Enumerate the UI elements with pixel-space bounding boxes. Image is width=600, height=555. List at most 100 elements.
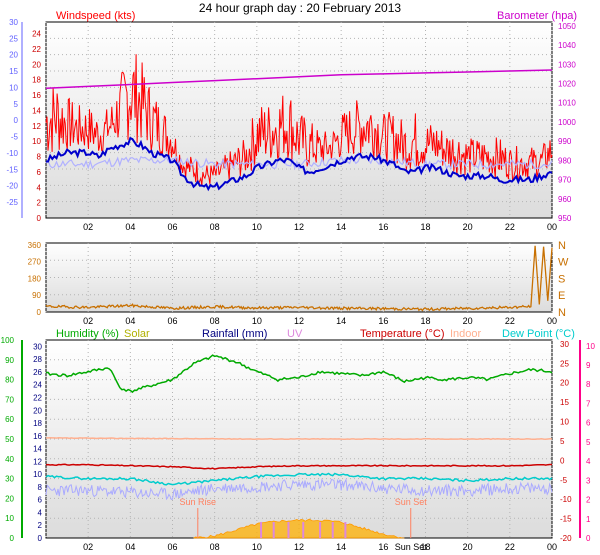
temp-left-outer-tick: 100 <box>1 336 15 345</box>
temp-x-tick: 00 <box>547 542 557 552</box>
series-dewpoint-light <box>45 477 553 501</box>
temp-right-outer-tick: 10 <box>586 342 595 351</box>
wind-x-tick: 02 <box>83 222 93 232</box>
direction-right-label: W <box>558 257 569 269</box>
wind-x-tick: 08 <box>210 222 220 232</box>
wind-right-tick: 1050 <box>558 22 576 31</box>
temp-right-inner-tick: -5 <box>560 476 568 485</box>
wind-right-tick: 950 <box>558 214 572 223</box>
temp-right-inner-tick: 10 <box>560 418 569 427</box>
wind-x-tick: 04 <box>125 222 135 232</box>
direction-x-tick: 02 <box>83 316 93 326</box>
temp-x-tick: 22 <box>505 542 515 552</box>
temp-left-inner-tick: 20 <box>33 406 42 415</box>
direction-x-tick: 20 <box>463 316 473 326</box>
temp-x-tick: 20 <box>463 542 473 552</box>
temp-x-tick: 06 <box>167 542 177 552</box>
temp-left-outer-tick: 40 <box>5 455 14 464</box>
direction-right-label: N <box>558 307 566 319</box>
temp-left-outer-tick: 30 <box>5 475 14 484</box>
wind-left-outer-tick: 0 <box>14 116 19 125</box>
wind-right-tick: 970 <box>558 176 572 185</box>
wind-x-tick: 12 <box>294 222 304 232</box>
wind-left-inner-tick: 6 <box>37 168 42 177</box>
series-direction <box>45 245 553 312</box>
temp-right-outer-tick: 0 <box>586 534 591 543</box>
temp-right-outer-tick: 3 <box>586 476 591 485</box>
wind-x-tick: 18 <box>420 222 430 232</box>
temp-left-inner-tick: 2 <box>38 521 43 530</box>
wind-right-tick: 980 <box>558 156 572 165</box>
temp-right-outer-tick: 6 <box>586 419 591 428</box>
legend: Windspeed (kts) Barometer (hpa) Humidity (… <box>56 10 577 340</box>
temp-x-tick: 10 <box>252 542 262 552</box>
temp-left-inner-tick: 10 <box>33 470 42 479</box>
temp-x-tick: 18 <box>420 542 430 552</box>
wind-x-tick: 22 <box>505 222 515 232</box>
wind-left-inner-tick: 0 <box>37 214 42 223</box>
series-temperature <box>45 463 552 470</box>
series-dewpoint <box>45 472 553 486</box>
temp-left-outer-tick: 10 <box>5 514 14 523</box>
series-lines <box>45 54 553 539</box>
wind-x-tick: 00 <box>547 222 557 232</box>
temp-right-inner-tick: 15 <box>560 398 569 407</box>
wind-right-tick: 1020 <box>558 79 576 88</box>
series-humidity <box>45 354 553 394</box>
wind-left-outer-tick: -5 <box>11 133 19 142</box>
direction-left-tick: 360 <box>28 241 42 250</box>
temp-right-inner-tick: 5 <box>560 437 565 446</box>
wind-x-tick: 10 <box>252 222 262 232</box>
temp-right-outer-tick: 9 <box>586 361 591 370</box>
temp-left-inner-tick: 30 <box>33 342 42 351</box>
direction-x-tick: 14 <box>336 316 346 326</box>
wind-left-inner-tick: 14 <box>32 106 41 115</box>
temp-left-outer-tick: 0 <box>10 534 15 543</box>
temp-right-outer-tick: 2 <box>586 496 591 505</box>
wind-right-tick: 1000 <box>558 118 576 127</box>
wind-right-tick: 1010 <box>558 99 576 108</box>
direction-right-label: N <box>558 240 566 252</box>
sun-marker-label: Sun Rise <box>180 497 217 507</box>
series-indoor <box>46 436 553 441</box>
temp-right-inner-tick: -20 <box>560 534 572 543</box>
temp-left-inner-tick: 8 <box>38 483 43 492</box>
temp-left-outer-tick: 90 <box>5 356 14 365</box>
legend-rainfall: Rainfall (mm) <box>202 328 267 340</box>
legend-indoor: Indoor <box>450 328 482 340</box>
wind-left-outer-tick: -25 <box>6 198 18 207</box>
wind-x-tick: 16 <box>378 222 388 232</box>
temp-left-inner-tick: 12 <box>33 457 42 466</box>
wind-right-tick: 1040 <box>558 41 576 50</box>
temp-left-inner-tick: 14 <box>33 445 42 454</box>
temp-right-inner-tick: -15 <box>560 515 572 524</box>
temp-x-tick: 14 <box>336 542 346 552</box>
wind-left-inner-tick: 22 <box>32 45 41 54</box>
temp-right-outer-tick: 5 <box>586 438 591 447</box>
temp-right-outer-tick: 4 <box>586 457 591 466</box>
temp-x-tick: 16 <box>378 542 388 552</box>
direction-x-tick: 08 <box>210 316 220 326</box>
temp-right-inner-tick: 20 <box>560 379 569 388</box>
direction-left-tick: 90 <box>32 291 41 300</box>
temp-left-inner-tick: 18 <box>33 419 42 428</box>
temp-left-inner-tick: 6 <box>38 496 43 505</box>
wind-left-inner-tick: 10 <box>32 137 41 146</box>
direction-left-tick: 270 <box>28 258 42 267</box>
temp-right-inner-tick: 25 <box>560 359 569 368</box>
wind-x-tick: 14 <box>336 222 346 232</box>
direction-left-tick: 0 <box>37 308 42 317</box>
wind-left-outer-tick: 30 <box>9 18 18 27</box>
temp-right-inner-tick: 30 <box>560 340 569 349</box>
direction-left-tick: 180 <box>28 274 42 283</box>
legend-uv: UV <box>287 328 303 340</box>
legend-dew: Dew Point (°C) <box>502 328 575 340</box>
legend-temperature: Temperature (°C) <box>360 328 444 340</box>
wind-left-inner-tick: 18 <box>32 76 41 85</box>
wind-left-outer-tick: 10 <box>9 83 18 92</box>
direction-x-tick: 04 <box>125 316 135 326</box>
temp-right-outer-tick: 8 <box>586 380 591 389</box>
direction-x-tick: 12 <box>294 316 304 326</box>
wind-x-tick: 06 <box>167 222 177 232</box>
